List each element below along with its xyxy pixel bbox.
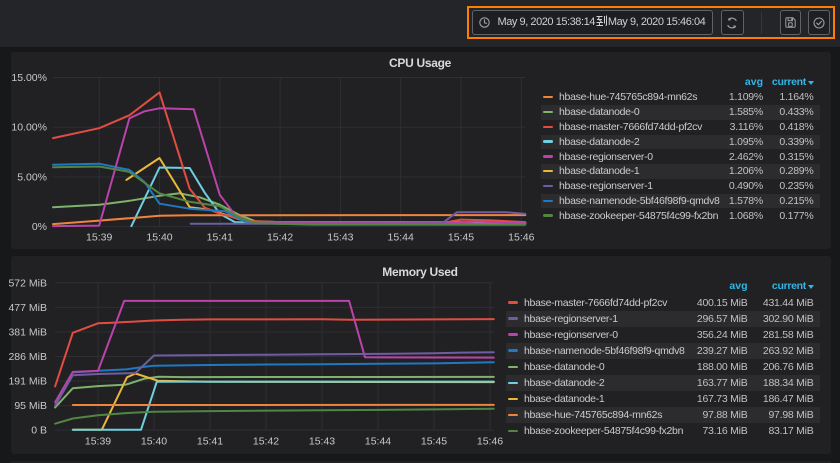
svg-text:0%: 0% bbox=[32, 221, 47, 233]
svg-text:15:39: 15:39 bbox=[86, 232, 112, 244]
svg-text:15:45: 15:45 bbox=[421, 436, 447, 448]
svg-text:15:39: 15:39 bbox=[85, 436, 111, 448]
svg-text:381 MiB: 381 MiB bbox=[8, 326, 47, 338]
svg-text:15:42: 15:42 bbox=[267, 232, 293, 244]
svg-text:15:41: 15:41 bbox=[207, 232, 233, 244]
svg-text:286 MiB: 286 MiB bbox=[8, 351, 47, 363]
svg-text:95 MiB: 95 MiB bbox=[14, 400, 47, 412]
svg-text:15.00%: 15.00% bbox=[11, 72, 47, 84]
svg-text:15:41: 15:41 bbox=[197, 436, 223, 448]
svg-text:15:43: 15:43 bbox=[327, 232, 353, 244]
svg-text:15:45: 15:45 bbox=[448, 232, 474, 244]
svg-text:15:40: 15:40 bbox=[146, 232, 172, 244]
svg-text:15:44: 15:44 bbox=[365, 436, 391, 448]
svg-text:0 B: 0 B bbox=[31, 425, 47, 437]
svg-text:15:46: 15:46 bbox=[477, 436, 503, 448]
svg-text:477 MiB: 477 MiB bbox=[8, 302, 47, 314]
svg-text:191 MiB: 191 MiB bbox=[8, 376, 47, 388]
svg-text:15:46: 15:46 bbox=[508, 232, 534, 244]
svg-text:5.00%: 5.00% bbox=[17, 171, 47, 183]
svg-text:572 MiB: 572 MiB bbox=[8, 277, 47, 289]
svg-text:15:42: 15:42 bbox=[253, 436, 279, 448]
svg-text:10.00%: 10.00% bbox=[11, 122, 47, 134]
svg-text:15:44: 15:44 bbox=[388, 232, 414, 244]
svg-text:15:43: 15:43 bbox=[309, 436, 335, 448]
svg-text:15:40: 15:40 bbox=[141, 436, 167, 448]
